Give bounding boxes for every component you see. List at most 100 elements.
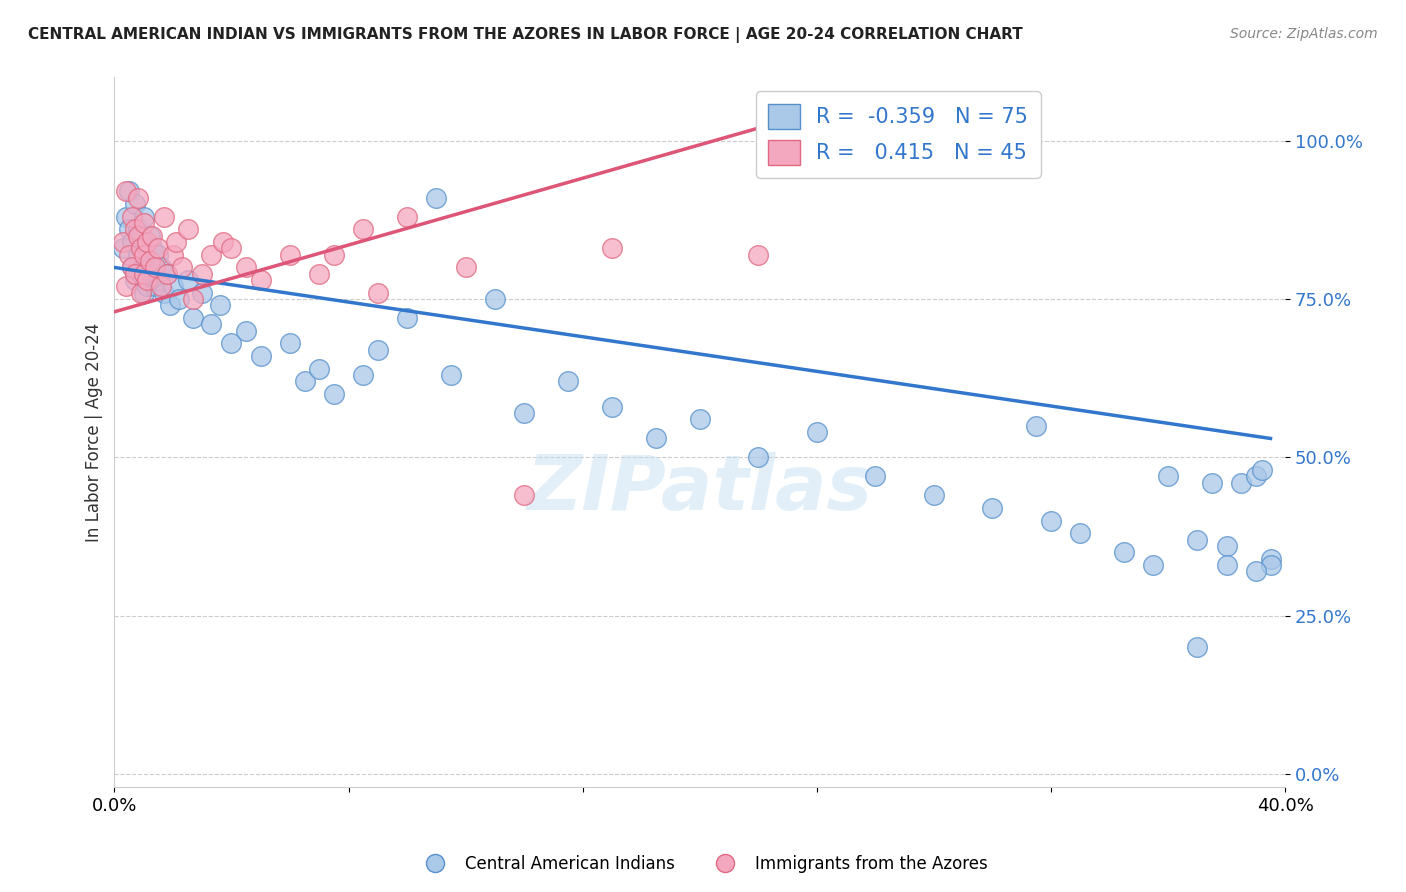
- Point: [127, 228, 149, 243]
- Point: [112, 235, 135, 249]
- Point: [150, 279, 173, 293]
- Text: Source: ZipAtlas.com: Source: ZipAtlas.com: [1230, 27, 1378, 41]
- Point: [235, 324, 257, 338]
- Point: [367, 343, 389, 357]
- Point: [1040, 514, 1063, 528]
- Point: [278, 248, 301, 262]
- Point: [1142, 558, 1164, 573]
- Point: [747, 248, 769, 262]
- Point: [121, 260, 143, 275]
- Point: [124, 197, 146, 211]
- Point: [135, 273, 157, 287]
- Point: [148, 273, 170, 287]
- Point: [981, 501, 1004, 516]
- Point: [153, 210, 176, 224]
- Point: [806, 425, 828, 439]
- Point: [367, 285, 389, 300]
- Point: [132, 210, 155, 224]
- Point: [221, 242, 243, 256]
- Point: [129, 267, 152, 281]
- Point: [396, 210, 419, 224]
- Point: [121, 235, 143, 249]
- Point: [148, 242, 170, 256]
- Text: ZIPatlas: ZIPatlas: [527, 452, 873, 526]
- Point: [159, 298, 181, 312]
- Point: [127, 191, 149, 205]
- Point: [150, 260, 173, 275]
- Point: [323, 248, 346, 262]
- Point: [235, 260, 257, 275]
- Point: [165, 235, 187, 249]
- Point: [145, 279, 167, 293]
- Point: [183, 292, 205, 306]
- Point: [191, 285, 214, 300]
- Point: [1260, 558, 1282, 573]
- Point: [127, 248, 149, 262]
- Point: [557, 375, 579, 389]
- Y-axis label: In Labor Force | Age 20-24: In Labor Force | Age 20-24: [86, 323, 103, 541]
- Point: [135, 242, 157, 256]
- Point: [118, 185, 141, 199]
- Point: [221, 336, 243, 351]
- Point: [352, 368, 374, 383]
- Point: [600, 400, 623, 414]
- Point: [112, 242, 135, 256]
- Point: [153, 285, 176, 300]
- Point: [121, 210, 143, 224]
- Text: CENTRAL AMERICAN INDIAN VS IMMIGRANTS FROM THE AZORES IN LABOR FORCE | AGE 20-24: CENTRAL AMERICAN INDIAN VS IMMIGRANTS FR…: [28, 27, 1024, 43]
- Point: [1230, 475, 1253, 490]
- Point: [440, 368, 463, 383]
- Point: [249, 349, 271, 363]
- Point: [1114, 545, 1136, 559]
- Point: [118, 222, 141, 236]
- Point: [689, 412, 711, 426]
- Point: [922, 488, 945, 502]
- Point: [747, 450, 769, 465]
- Point: [513, 488, 536, 502]
- Point: [132, 248, 155, 262]
- Point: [1250, 463, 1272, 477]
- Point: [484, 292, 506, 306]
- Point: [200, 248, 222, 262]
- Point: [1069, 526, 1091, 541]
- Point: [176, 222, 198, 236]
- Point: [396, 311, 419, 326]
- Point: [127, 222, 149, 236]
- Point: [132, 267, 155, 281]
- Point: [162, 279, 184, 293]
- Point: [176, 273, 198, 287]
- Point: [308, 361, 330, 376]
- Point: [115, 210, 138, 224]
- Point: [249, 273, 271, 287]
- Point: [1201, 475, 1223, 490]
- Point: [513, 406, 536, 420]
- Point: [278, 336, 301, 351]
- Point: [211, 235, 233, 249]
- Point: [167, 292, 190, 306]
- Point: [156, 267, 179, 281]
- Point: [138, 260, 160, 275]
- Point: [145, 260, 167, 275]
- Point: [170, 260, 193, 275]
- Point: [644, 432, 666, 446]
- Point: [162, 248, 184, 262]
- Point: [1025, 418, 1047, 433]
- Point: [865, 469, 887, 483]
- Point: [454, 260, 477, 275]
- Legend: Central American Indians, Immigrants from the Azores: Central American Indians, Immigrants fro…: [412, 848, 994, 880]
- Point: [138, 254, 160, 268]
- Point: [132, 216, 155, 230]
- Point: [135, 235, 157, 249]
- Point: [1215, 539, 1237, 553]
- Point: [352, 222, 374, 236]
- Point: [1244, 565, 1267, 579]
- Point: [138, 228, 160, 243]
- Point: [121, 260, 143, 275]
- Point: [323, 387, 346, 401]
- Point: [124, 267, 146, 281]
- Point: [124, 222, 146, 236]
- Point: [129, 285, 152, 300]
- Point: [308, 267, 330, 281]
- Point: [115, 279, 138, 293]
- Point: [425, 191, 447, 205]
